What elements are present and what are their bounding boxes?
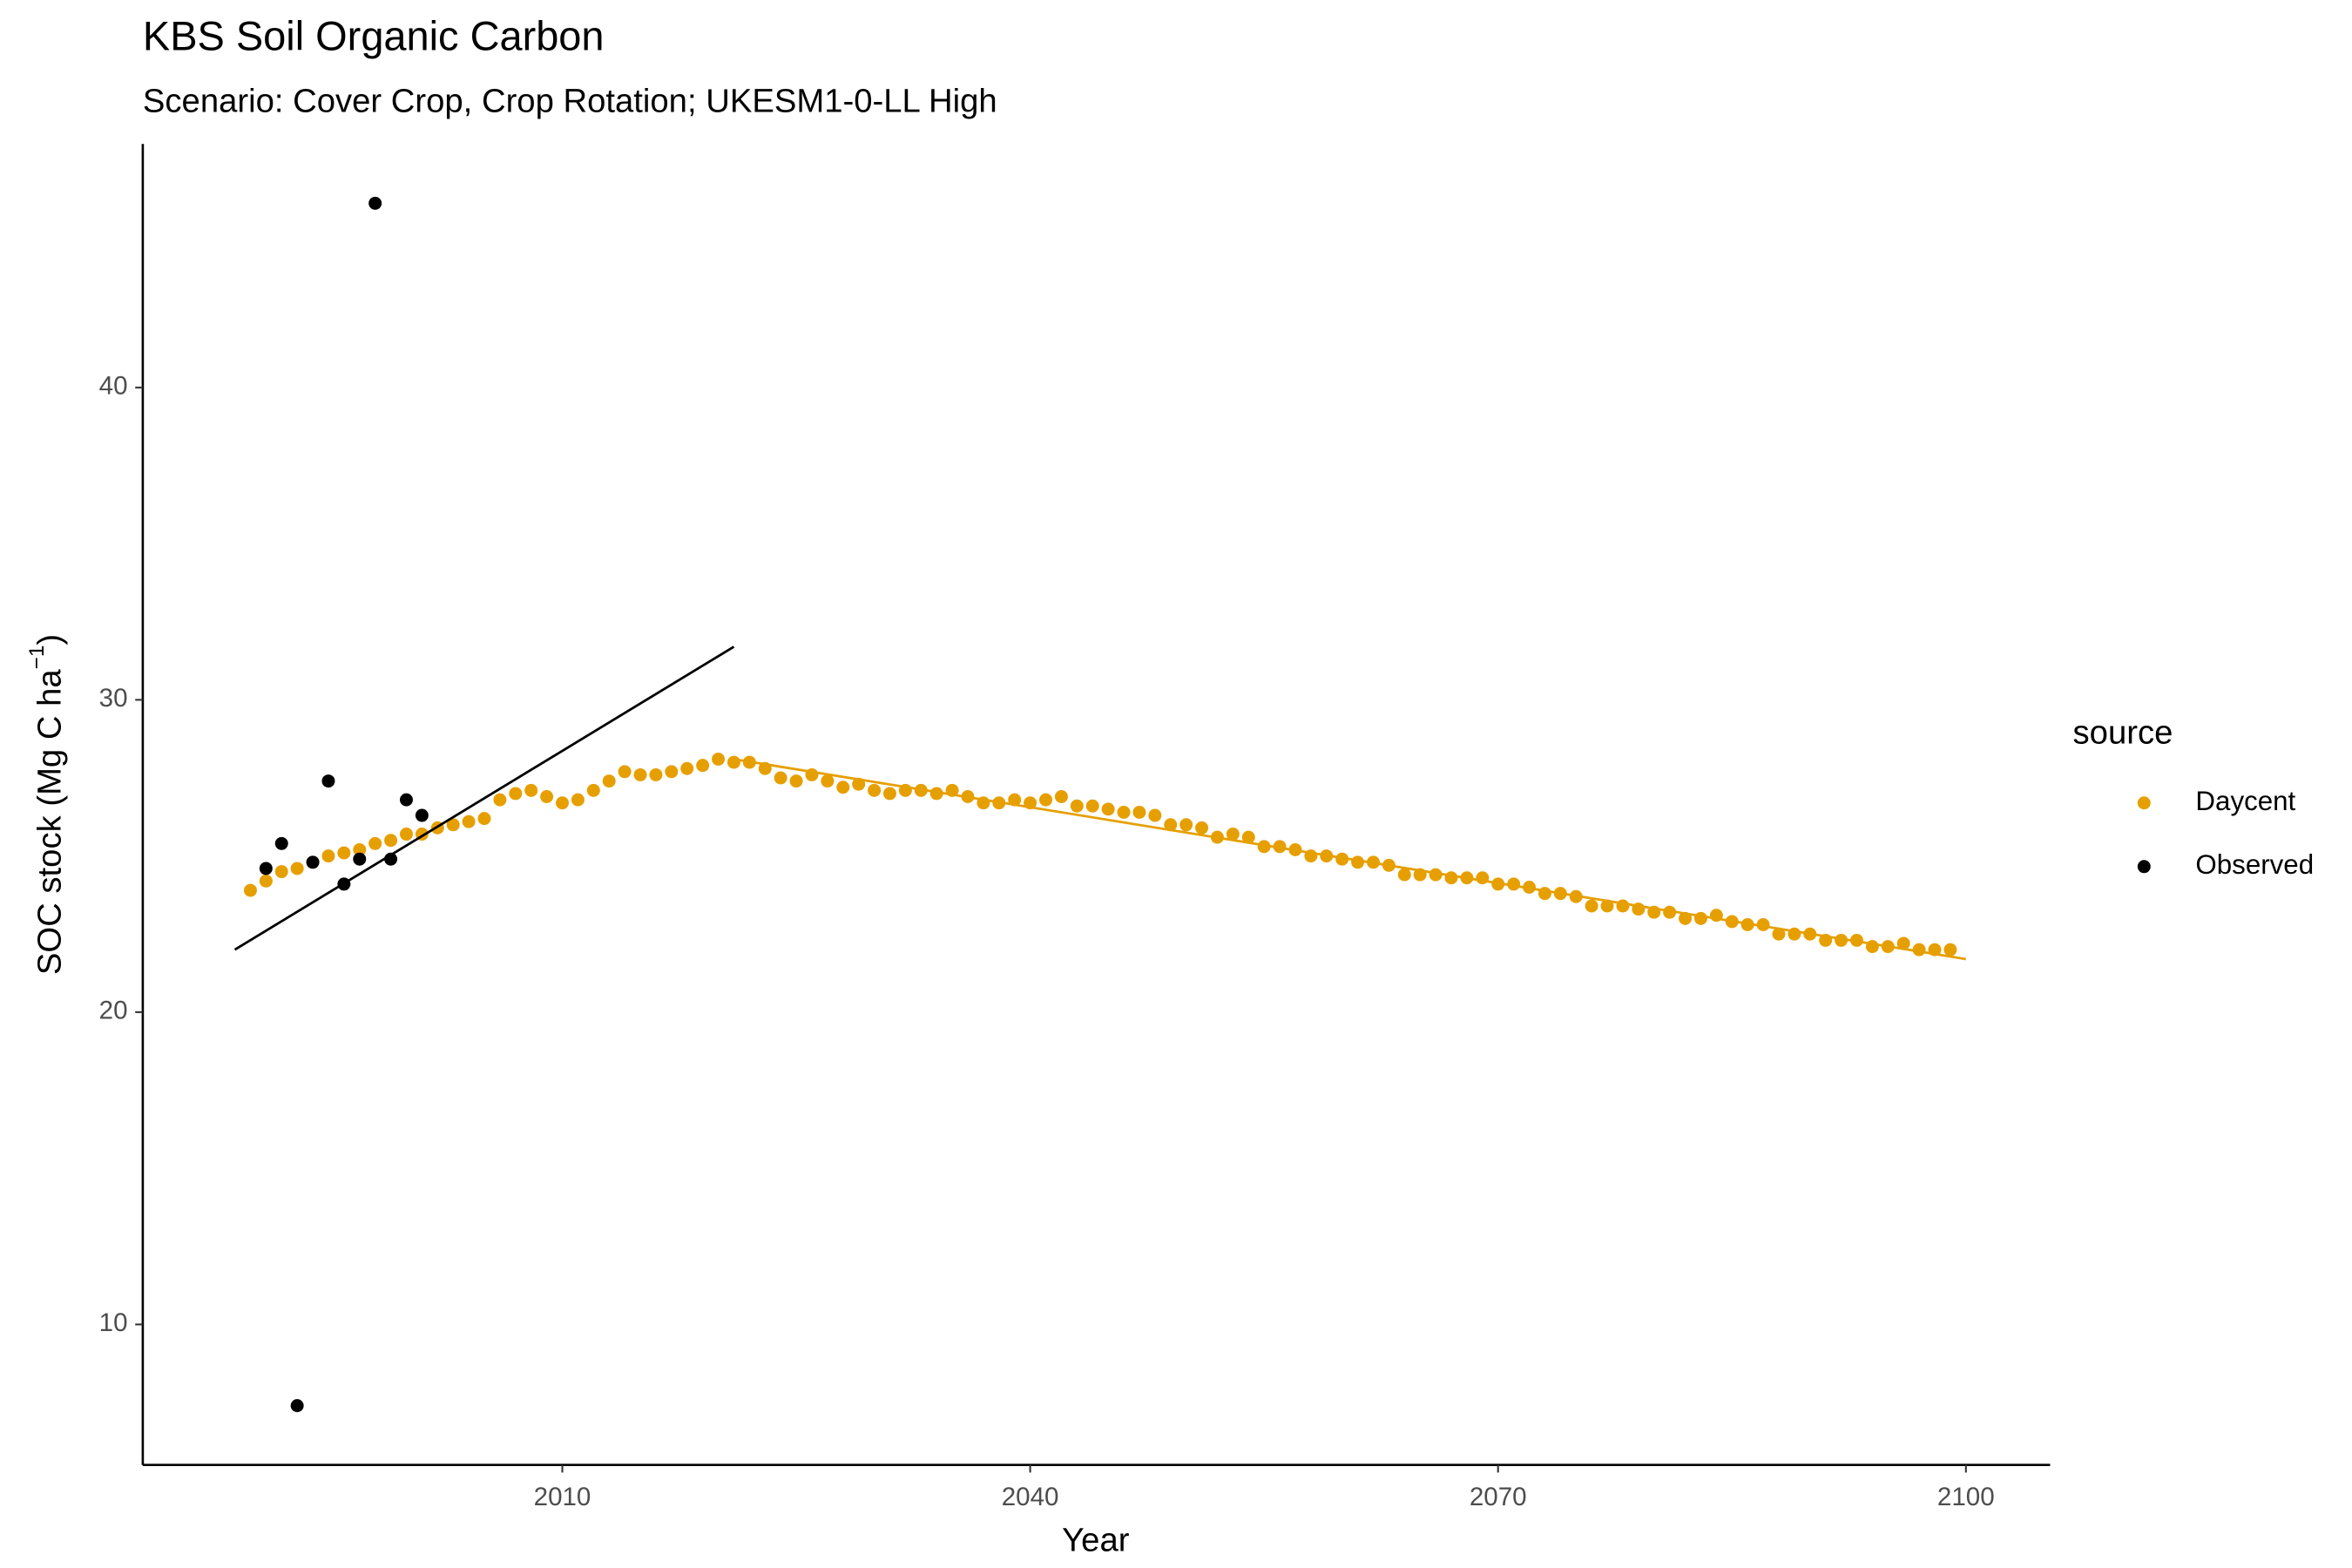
data-point	[477, 812, 491, 826]
data-point	[1600, 899, 1614, 913]
data-point	[274, 836, 288, 850]
legend-label: Observed	[2195, 849, 2314, 880]
data-point	[1335, 852, 1349, 866]
data-point	[1164, 818, 1178, 832]
data-point	[353, 842, 367, 856]
data-point	[821, 774, 835, 788]
data-point	[290, 862, 304, 875]
data-point	[1756, 918, 1770, 931]
data-point	[1117, 805, 1131, 819]
data-point	[1101, 802, 1115, 816]
data-point	[649, 767, 663, 781]
data-point	[571, 793, 585, 807]
y-tick-label: 30	[99, 684, 128, 713]
trend-line	[233, 645, 735, 951]
data-point	[696, 759, 710, 773]
legend-marker	[2137, 796, 2151, 810]
y-axis-title-main: SOC stock (Mg C ha	[31, 669, 69, 975]
data-point	[540, 790, 554, 803]
data-point	[556, 796, 569, 810]
data-point	[1943, 943, 1957, 956]
data-point	[243, 883, 257, 897]
data-point	[368, 836, 382, 850]
data-point	[259, 862, 273, 875]
data-point	[274, 865, 288, 879]
data-point	[1772, 927, 1786, 941]
data-point	[399, 793, 413, 807]
x-tick-label: 2100	[1937, 1483, 1995, 1511]
data-point	[618, 765, 632, 779]
data-point	[353, 852, 367, 866]
x-tick-label: 2010	[534, 1483, 591, 1511]
data-point	[399, 828, 413, 841]
data-point	[774, 771, 787, 785]
data-point	[1085, 799, 1099, 813]
data-point	[368, 196, 382, 210]
data-point	[1257, 840, 1271, 854]
data-point	[602, 774, 616, 788]
data-point	[290, 1399, 304, 1413]
data-point	[415, 808, 429, 822]
data-point	[1070, 799, 1084, 813]
data-point	[1132, 805, 1146, 819]
y-tick-label: 10	[99, 1308, 128, 1337]
data-point	[259, 874, 273, 888]
legend-title: source	[2073, 714, 2173, 752]
data-point	[1616, 899, 1630, 913]
x-tick-label: 2070	[1470, 1483, 1527, 1511]
data-point	[1896, 936, 1910, 950]
data-point	[836, 781, 850, 794]
data-point	[633, 767, 647, 781]
data-point	[789, 774, 803, 788]
data-point	[727, 755, 740, 769]
data-point	[1241, 830, 1255, 844]
data-point	[446, 818, 460, 832]
data-point	[868, 783, 882, 797]
data-point	[321, 849, 335, 863]
data-point	[1693, 911, 1707, 925]
data-point	[712, 753, 726, 766]
y-tick-label: 20	[99, 997, 128, 1025]
data-point	[929, 787, 943, 801]
data-point	[509, 787, 523, 801]
legend-label: Daycent	[2195, 786, 2295, 816]
y-axis-title-end: )	[31, 634, 69, 645]
y-axis-title-sup: −1	[25, 645, 49, 670]
data-point	[1148, 808, 1162, 822]
data-point	[1054, 790, 1068, 803]
y-tick-label: 40	[99, 372, 128, 401]
x-tick-label: 2040	[1002, 1483, 1059, 1511]
legend-marker	[2137, 860, 2151, 874]
chart-subtitle: Scenario: Cover Crop, Crop Rotation; UKE…	[143, 82, 997, 119]
data-point	[665, 765, 679, 779]
data-point	[321, 774, 335, 788]
data-point	[1444, 871, 1458, 885]
data-point	[680, 761, 694, 775]
data-point	[882, 787, 896, 801]
x-axis-title: Year	[1062, 1522, 1130, 1559]
trend-line	[733, 758, 1967, 961]
data-point	[1179, 818, 1193, 832]
chart-title: KBS Soil Organic Carbon	[143, 13, 605, 59]
data-point	[1585, 899, 1598, 913]
data-point	[306, 855, 320, 869]
y-axis-title: SOC stock (Mg C ha−1)	[25, 634, 68, 975]
data-point	[1195, 821, 1209, 835]
data-point	[384, 834, 398, 848]
data-point	[493, 793, 507, 807]
data-point	[337, 846, 351, 860]
data-point	[524, 783, 538, 797]
data-point	[1226, 828, 1240, 841]
data-point	[586, 783, 600, 797]
data-point	[1397, 868, 1411, 882]
data-point	[462, 814, 476, 828]
data-point	[1039, 793, 1052, 807]
